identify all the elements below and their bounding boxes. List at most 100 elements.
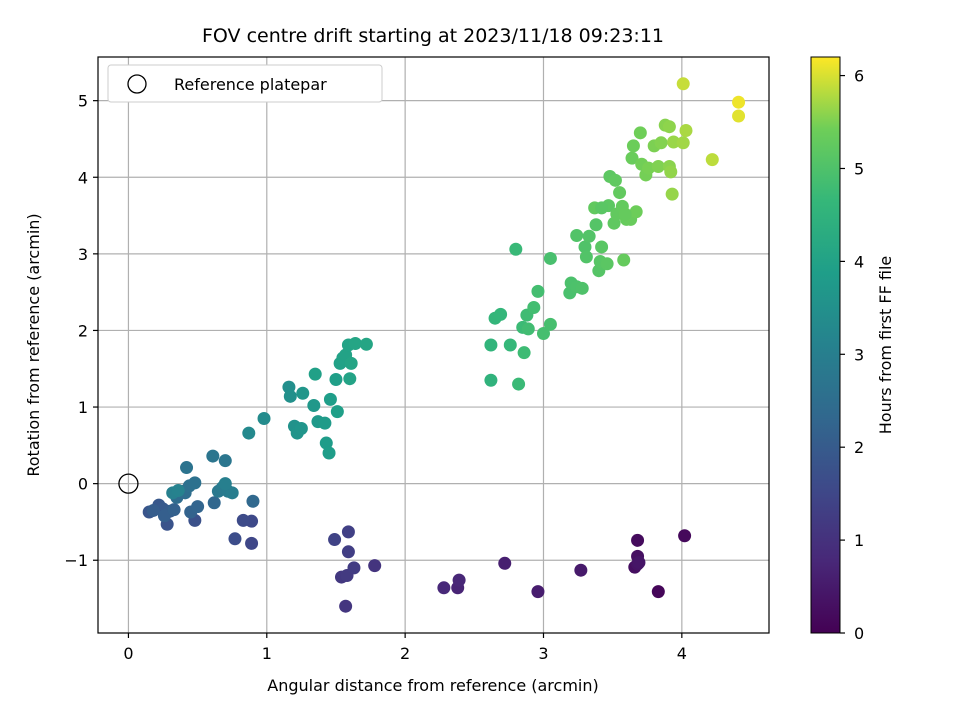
y-axis-label: Rotation from reference (arcmin) [24,213,43,476]
x-axis-ticks: 0 1 2 3 4 [123,633,687,663]
scatter-point [509,242,523,256]
scatter-point [319,436,333,450]
scatter-point [676,77,690,91]
scatter-point [617,253,631,267]
scatter-points [118,77,746,613]
scatter-point [705,153,719,167]
colorbar-tick-label: 2 [854,438,864,457]
x-tick-label: 3 [538,644,548,663]
x-tick-label: 1 [262,644,272,663]
scatter-point [543,251,557,265]
scatter-point [207,496,221,510]
scatter-point [664,165,678,179]
colorbar-tick-label: 3 [854,345,864,364]
scatter-point [347,561,361,575]
scatter-point [531,284,545,298]
scatter-point [339,599,353,613]
scatter-point [206,449,220,463]
scatter-point [732,95,746,109]
scatter-point [582,229,596,243]
scatter-point [732,109,746,123]
x-tick-label: 0 [123,644,133,663]
scatter-point [218,454,232,468]
scatter-point [484,338,498,352]
scatter-point [330,405,344,419]
scatter-point [257,412,271,426]
scatter-point [618,207,632,221]
x-tick-label: 4 [677,644,687,663]
y-tick-label: 0 [78,475,88,494]
scatter-point [225,486,239,500]
y-tick-label: 5 [78,92,88,111]
x-tick-label: 2 [400,644,410,663]
scatter-point [512,377,526,391]
scatter-point [600,257,614,271]
x-axis-label: Angular distance from reference (arcmin) [267,676,598,695]
scatter-point [343,372,357,386]
scatter-point [678,529,692,543]
y-tick-label: 1 [78,398,88,417]
y-axis-ticks: −1 0 1 2 3 4 5 [64,92,98,570]
scatter-point [344,356,358,370]
scatter-point [662,120,676,134]
y-tick-label: 4 [78,168,88,187]
scatter-point [341,545,355,559]
scatter-point [359,337,373,351]
scatter-point [536,327,550,341]
scatter-point [676,136,690,150]
scatter-point [642,161,656,175]
scatter-point [452,573,466,587]
plot-frame [97,56,770,634]
scatter-point [228,532,242,546]
scatter-point [218,477,232,491]
scatter-point [503,338,517,352]
scatter-point [245,536,259,550]
colorbar-tick-label: 4 [854,252,864,271]
y-tick-label: 3 [78,245,88,264]
scatter-point [595,201,609,215]
legend-box [107,64,383,103]
scatter-point [368,559,382,573]
scatter-point [679,124,693,138]
scatter-point [146,503,160,517]
scatter-point [665,187,679,201]
scatter-point [579,250,593,264]
scatter-point [570,228,584,242]
scatter-point [329,372,343,386]
scatter-point [651,585,665,599]
colorbar-label: Hours from first FF file [876,256,895,435]
scatter-point [308,367,322,381]
colorbar-tick-label: 0 [854,624,864,643]
scatter-point [543,317,557,331]
scatter-point [527,300,541,314]
colorbar-tick-label: 6 [854,67,864,86]
scatter-point [296,386,310,400]
scatter-point [294,421,308,435]
scatter-point [626,139,640,153]
scatter-point [323,392,337,406]
colorbar [810,56,841,634]
scatter-point [157,509,171,523]
scatter-point [494,307,508,321]
scatter-point [484,373,498,387]
scatter-point [498,556,512,570]
scatter-point [589,218,603,232]
scatter-point [654,136,668,150]
scatter-point [242,426,256,440]
scatter-point [437,581,451,595]
scatter-point [521,322,535,336]
scatter-point [613,186,627,200]
colorbar-tick-label: 5 [854,159,864,178]
scatter-point [631,533,645,547]
scatter-point [595,240,609,254]
legend-marker-reference [127,74,147,94]
scatter-point [632,556,646,570]
scatter-point [328,533,342,547]
scatter-point [625,151,639,165]
scatter-point [167,503,181,517]
legend: Reference platepar [107,64,383,103]
scatter-point [575,281,589,295]
scatter-point [651,160,665,174]
scatter-point [517,346,531,360]
scatter-point [629,205,643,219]
